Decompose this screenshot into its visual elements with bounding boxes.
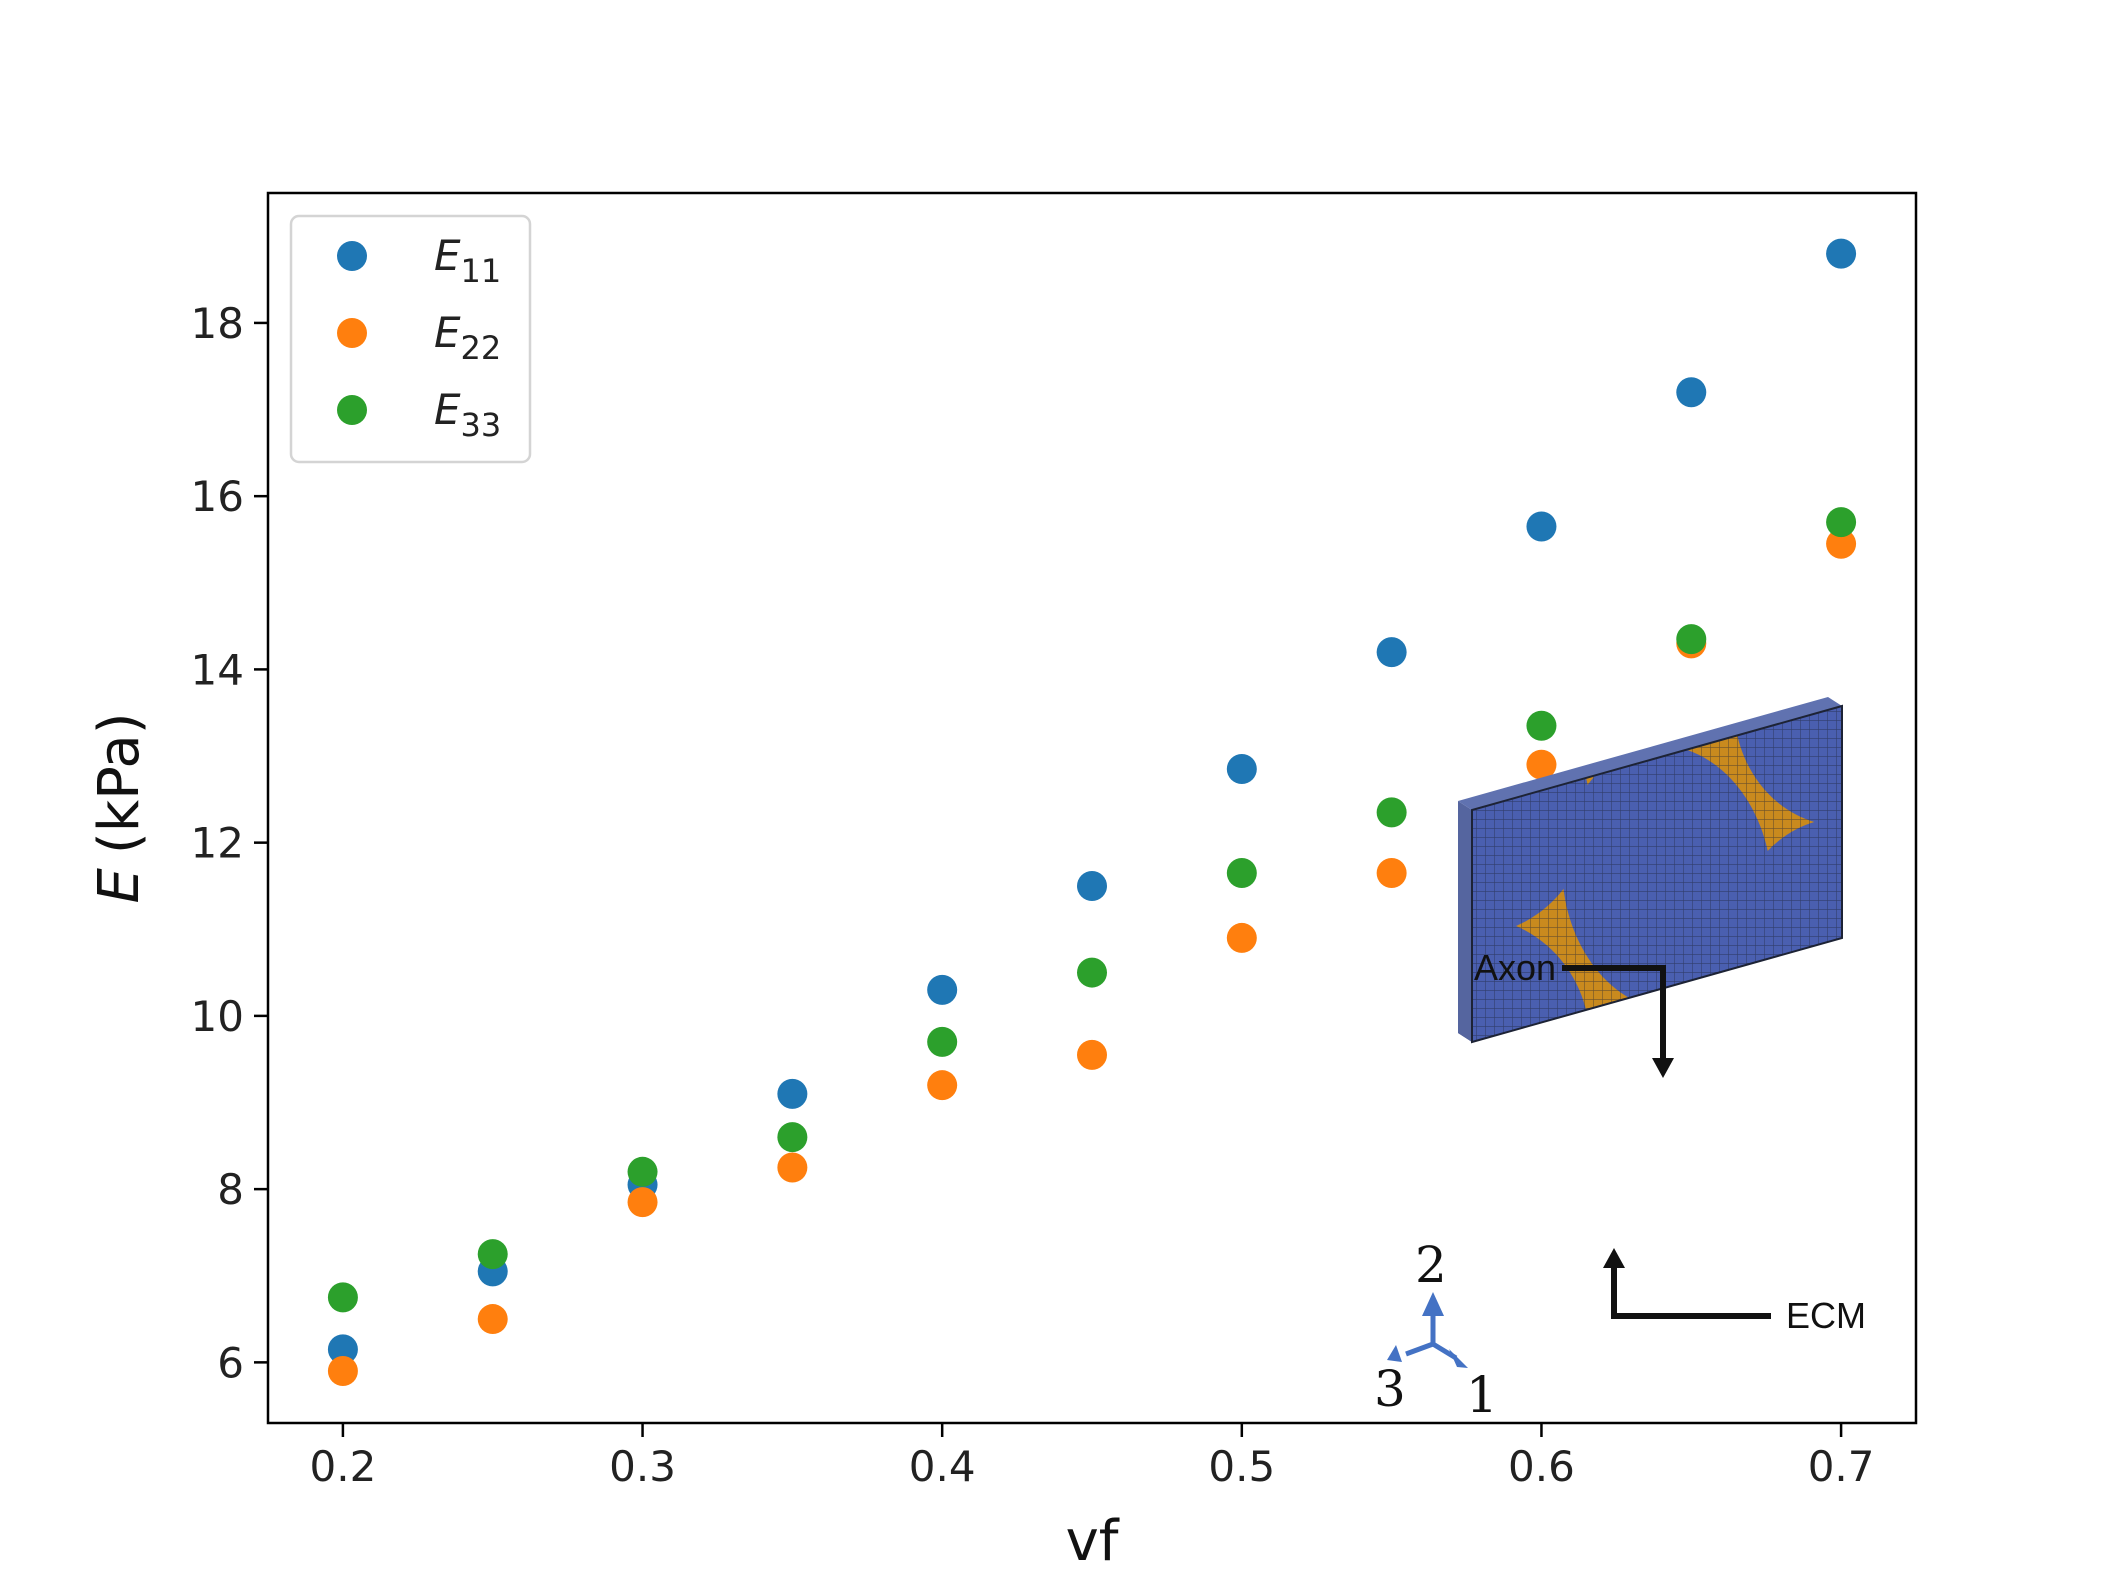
axon-label: Axon: [1474, 947, 1556, 988]
data-point-E11: [1676, 377, 1707, 408]
x-axis-ticks: 0.2 0.3 0.4 0.5 0.6 0.7: [310, 1423, 1875, 1491]
triad-label-2: 2: [1415, 1236, 1447, 1294]
triad-axis-2-arrowhead: [1422, 1292, 1444, 1316]
data-point-E33: [1826, 507, 1857, 538]
legend-label-subscript: 11: [461, 252, 502, 290]
legend-marker-E33: [337, 395, 367, 425]
legend-label-symbol: E: [434, 231, 461, 280]
data-point-E33: [1376, 797, 1407, 828]
y-axis-label-symbol: E: [87, 868, 152, 904]
data-point-E11: [327, 1334, 358, 1365]
data-point-E22: [1526, 749, 1557, 780]
data-point-E33: [477, 1239, 508, 1270]
x-tick-label: 0.3: [609, 1442, 676, 1491]
data-point-E33: [927, 1026, 958, 1057]
data-point-E33: [627, 1156, 658, 1187]
x-tick-label: 0.6: [1508, 1442, 1575, 1491]
data-point-E22: [927, 1070, 958, 1101]
series-E11: [327, 238, 1857, 1365]
x-tick-label: 0.2: [310, 1442, 377, 1491]
data-point-E33: [1676, 624, 1707, 655]
data-point-E22: [477, 1304, 508, 1335]
data-point-E33: [1526, 710, 1557, 741]
y-tick-label: 18: [191, 299, 244, 348]
data-point-E33: [327, 1282, 358, 1313]
triad-axis-3-arrowhead: [1387, 1345, 1402, 1362]
data-point-E11: [927, 974, 958, 1005]
data-point-E11: [1226, 754, 1257, 785]
triad-axis-1-arrowhead: [1449, 1349, 1468, 1368]
data-point-E11: [1826, 238, 1857, 269]
data-point-E22: [1826, 528, 1857, 559]
y-tick-label: 10: [191, 992, 244, 1041]
y-tick-label: 14: [191, 645, 244, 694]
slab-outline: [1471, 704, 1843, 1044]
y-tick-label: 12: [191, 819, 244, 868]
triad-axis-3-line: [1405, 1341, 1434, 1357]
data-point-E11: [777, 1078, 808, 1109]
y-tick-label: 6: [217, 1338, 244, 1387]
data-point-E33: [777, 1122, 808, 1153]
legend-label-symbol: E: [434, 308, 461, 357]
data-point-E11: [1526, 511, 1557, 542]
axon-leader-line: [1562, 965, 1666, 1062]
mesh-lines: [1472, 706, 1842, 1042]
series-E33: [327, 507, 1857, 1313]
x-tick-label: 0.5: [1208, 1442, 1275, 1491]
y-axis-ticks: 6 8 10 12 14 16 18: [191, 299, 268, 1387]
data-point-E22: [1226, 922, 1257, 953]
legend-label-E33: E33: [434, 385, 501, 444]
data-points: [327, 238, 1857, 1387]
data-point-E22: [1376, 857, 1407, 888]
coordinate-triad: 2 3 1: [1374, 1236, 1498, 1424]
y-axis-label: E (kPa): [87, 712, 152, 903]
data-point-E33: [1077, 957, 1107, 988]
legend-label-symbol: E: [434, 385, 461, 434]
data-point-E33: [1226, 857, 1257, 888]
data-point-E11: [1376, 637, 1407, 668]
ecm-leader-line: [1611, 1262, 1771, 1319]
ecm-arrowhead: [1603, 1248, 1625, 1268]
data-point-E11: [1077, 870, 1107, 901]
data-point-E22: [777, 1152, 808, 1183]
legend-label-E11: E11: [434, 231, 501, 290]
legend-label-subscript: 22: [461, 329, 502, 367]
legend-marker-E22: [337, 318, 367, 348]
slab-edge-face: [1458, 697, 1842, 810]
y-axis-label-unit: (kPa): [87, 712, 152, 854]
ecm-label: ECM: [1786, 1295, 1866, 1336]
legend-label-E22: E22: [434, 308, 501, 367]
data-point-E22: [1077, 1039, 1107, 1070]
data-point-E22: [327, 1356, 358, 1387]
legend-label-subscript: 33: [461, 406, 502, 444]
legend-marker-E11: [337, 241, 367, 271]
triad-label-3: 3: [1374, 1360, 1406, 1418]
x-tick-label: 0.4: [909, 1442, 976, 1491]
triad-label-1: 1: [1466, 1366, 1498, 1424]
x-axis-label: vf: [1066, 1509, 1120, 1574]
inset-mesh-diagram: Axon ECM 2 3 1: [1374, 697, 1866, 1424]
x-tick-label: 0.7: [1808, 1442, 1875, 1491]
y-tick-label: 16: [191, 472, 244, 521]
axon-arrowhead: [1652, 1058, 1674, 1078]
data-point-E22: [627, 1187, 658, 1218]
y-tick-label: 8: [217, 1165, 244, 1214]
slab-side-face: [1458, 801, 1472, 1042]
axes-frame: [266, 191, 1918, 1425]
